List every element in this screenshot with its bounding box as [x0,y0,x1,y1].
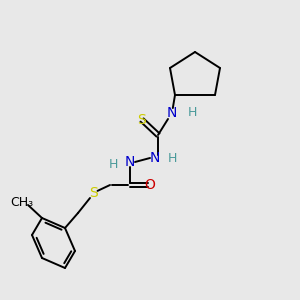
Text: S: S [136,113,146,127]
Text: S: S [88,186,98,200]
Text: H: H [108,158,118,172]
Text: N: N [125,155,135,169]
Text: N: N [167,106,177,120]
Text: H: H [167,152,177,164]
Text: N: N [150,151,160,165]
Text: CH₃: CH₃ [11,196,34,208]
Text: O: O [145,178,155,192]
Text: H: H [187,106,197,119]
